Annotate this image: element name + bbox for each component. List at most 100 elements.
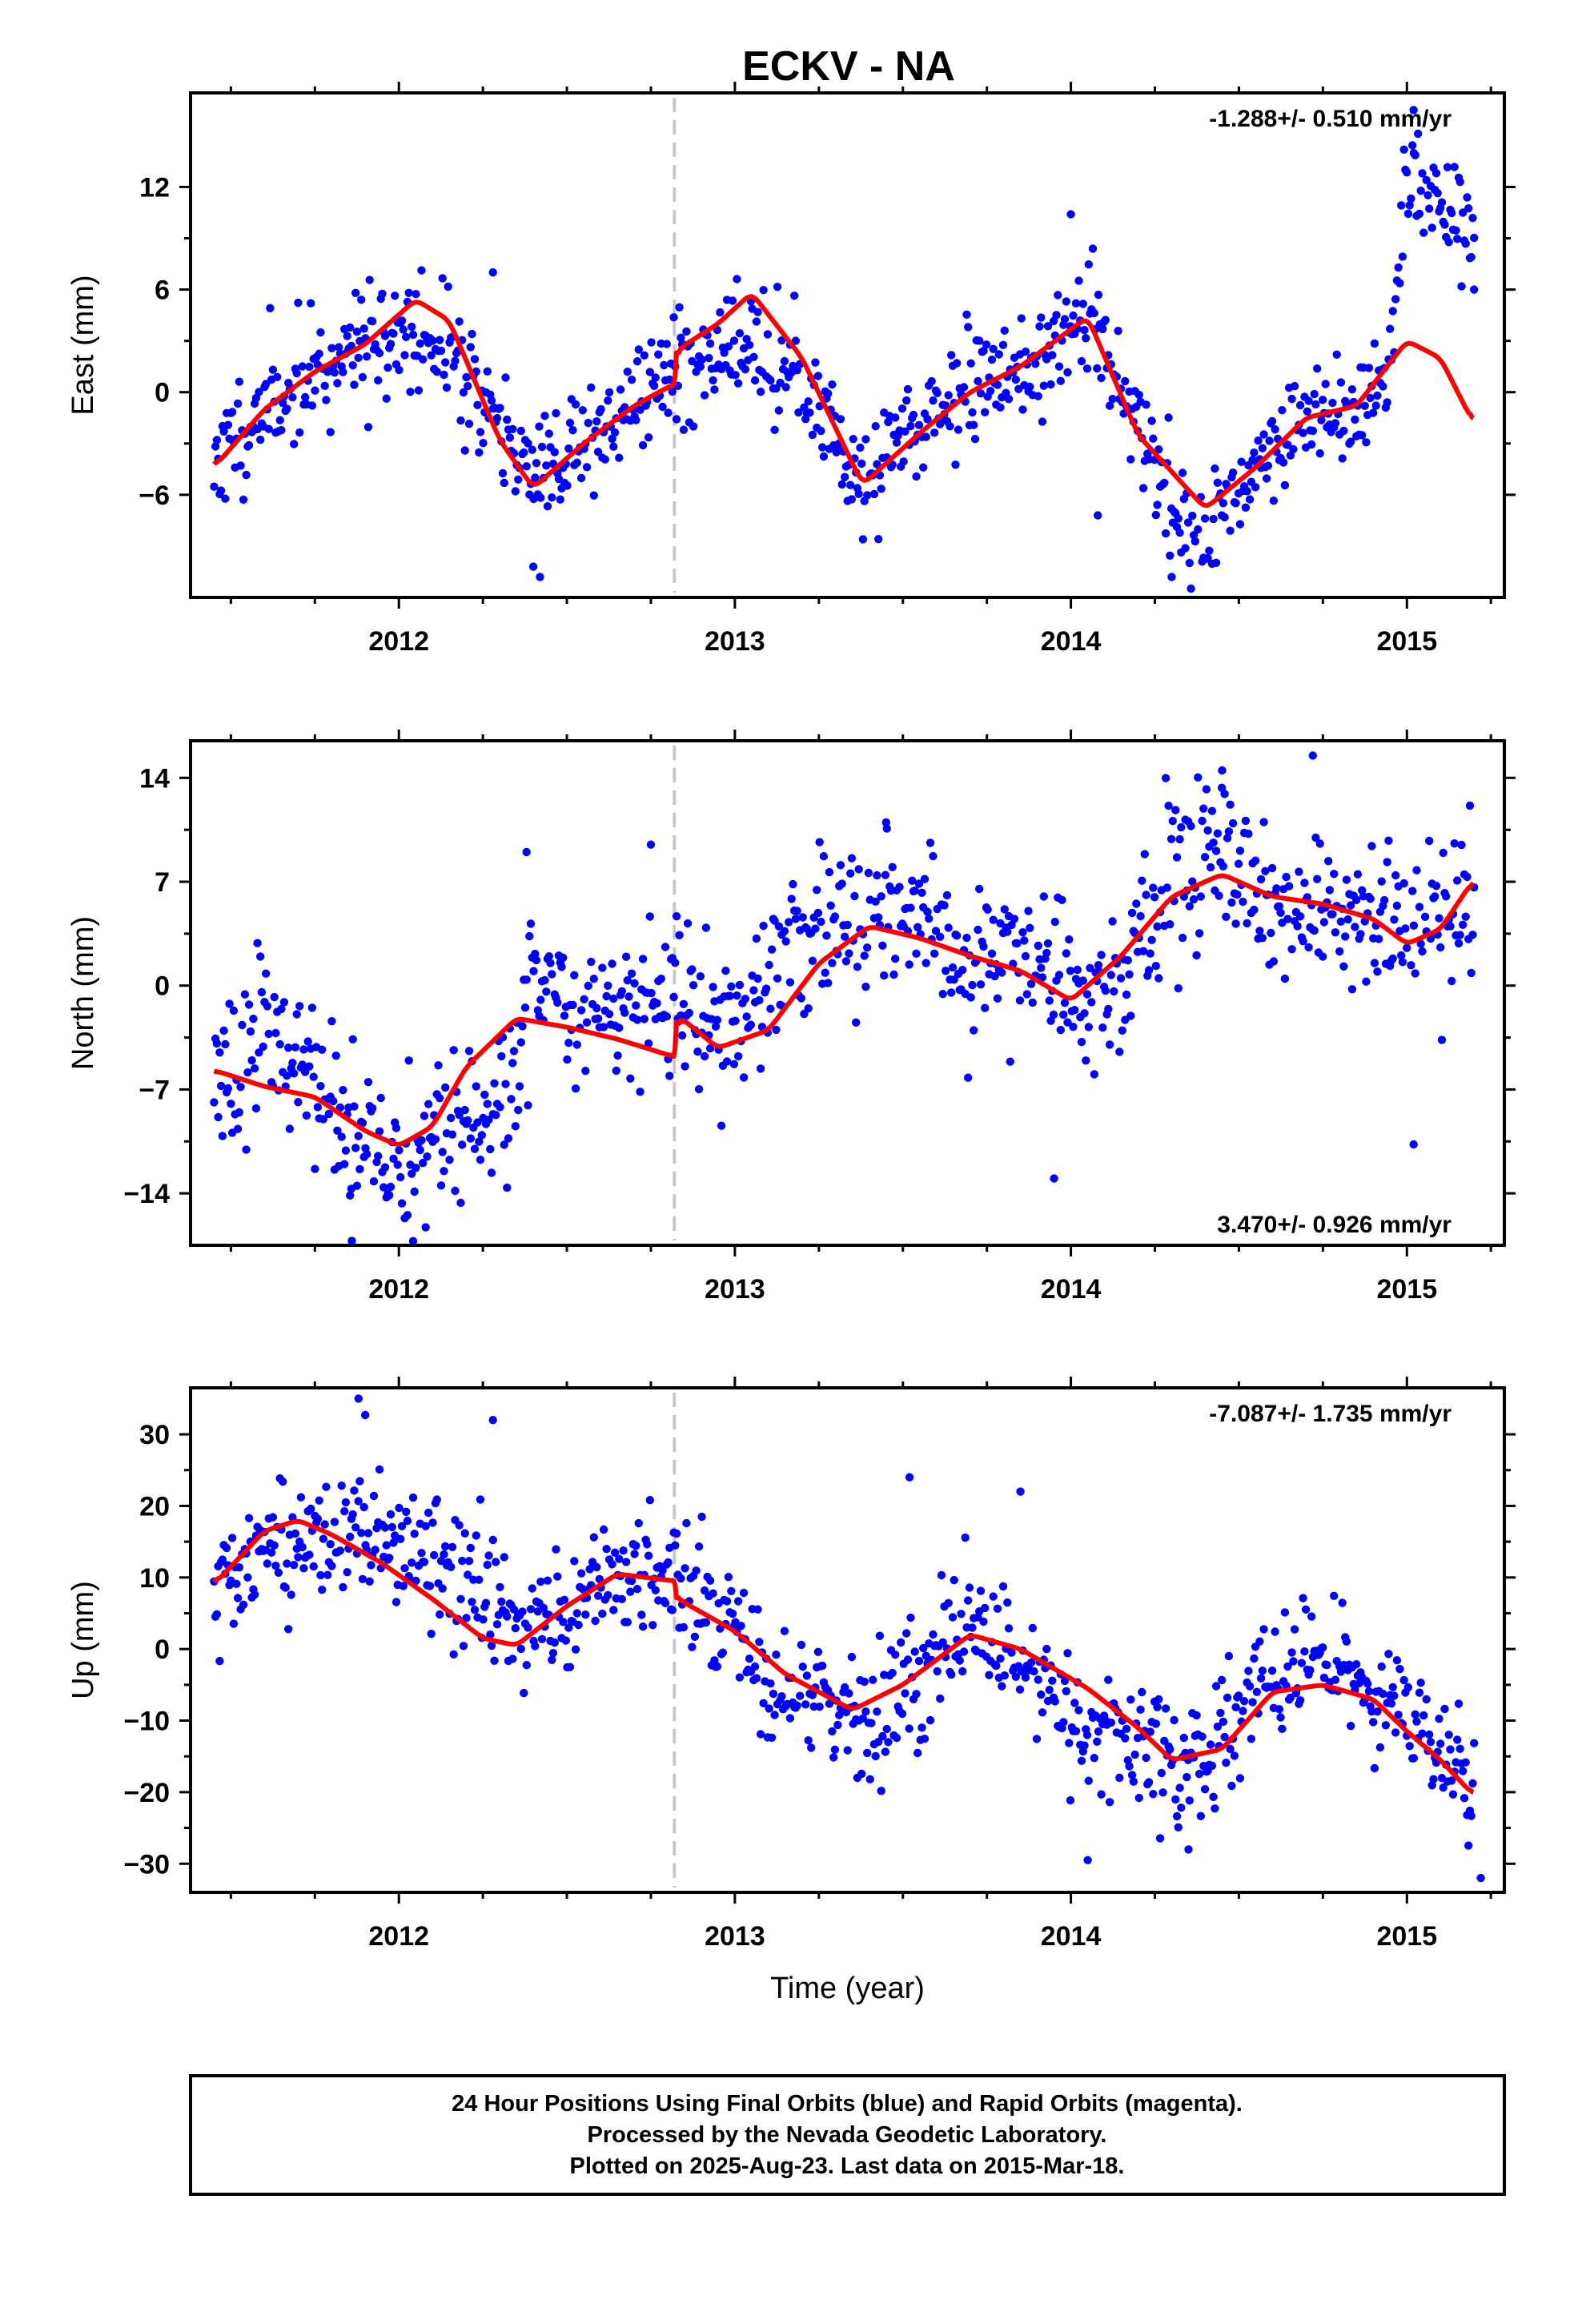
- up-data-point: [326, 1540, 335, 1549]
- north-data-point: [1199, 804, 1208, 813]
- east-data-point: [1194, 525, 1203, 534]
- north-data-point: [1241, 816, 1251, 826]
- up-y-tick-label: 30: [139, 1420, 170, 1450]
- up-data-point: [901, 1689, 909, 1698]
- north-data-point: [921, 959, 930, 967]
- up-data-point: [561, 1636, 570, 1645]
- east-data-point: [1415, 209, 1424, 219]
- east-data-point: [1060, 315, 1070, 324]
- north-data-point: [1275, 902, 1284, 911]
- east-data-point: [863, 491, 872, 500]
- east-data-point: [962, 310, 971, 319]
- up-data-point: [780, 1626, 789, 1635]
- north-data-point: [540, 975, 549, 985]
- up-data-point: [537, 1634, 547, 1643]
- north-data-point: [1468, 931, 1477, 939]
- up-data-point: [692, 1566, 701, 1575]
- north-data-point: [500, 1140, 508, 1149]
- east-data-point: [1243, 487, 1251, 496]
- east-data-point: [487, 396, 496, 405]
- east-data-point: [731, 371, 740, 380]
- east-data-point: [660, 360, 669, 370]
- up-data-point: [267, 1548, 276, 1557]
- north-data-point: [270, 992, 279, 1002]
- north-data-point: [752, 934, 761, 943]
- up-data-point: [385, 1554, 394, 1562]
- north-data-point: [767, 945, 777, 954]
- north-data-point: [1174, 983, 1183, 993]
- north-data-point: [380, 1163, 390, 1172]
- north-data-point: [811, 924, 820, 933]
- east-data-point: [233, 399, 243, 408]
- north-data-point: [1339, 962, 1348, 971]
- up-data-point: [279, 1478, 287, 1486]
- north-data-point: [798, 913, 807, 922]
- east-data-point: [290, 440, 299, 448]
- up-data-point: [1459, 1767, 1468, 1775]
- up-y-axis-label: Up (mm): [66, 1581, 100, 1699]
- north-data-point: [251, 1104, 261, 1113]
- east-data-point: [536, 573, 544, 581]
- north-data-point: [1056, 1025, 1066, 1035]
- up-data-point: [609, 1606, 618, 1614]
- up-data-point: [283, 1559, 291, 1568]
- up-data-point: [1403, 1683, 1413, 1692]
- footer-box: 24 Hour Positions Using Final Orbits (bl…: [189, 2074, 1506, 2196]
- east-data-point: [514, 475, 523, 484]
- north-data-point: [424, 1100, 433, 1108]
- up-data-point: [891, 1651, 900, 1659]
- up-data-point: [919, 1643, 928, 1653]
- east-data-point: [256, 435, 265, 444]
- east-data-point: [752, 317, 761, 326]
- up-data-point: [959, 1647, 969, 1656]
- up-data-point: [1363, 1679, 1372, 1688]
- north-data-point: [589, 975, 598, 983]
- up-data-point: [1223, 1693, 1232, 1703]
- east-data-point: [516, 426, 525, 436]
- north-data-point: [1409, 1140, 1418, 1149]
- up-data-point: [1453, 1735, 1462, 1744]
- east-data-point: [536, 493, 545, 502]
- north-data-point: [624, 992, 633, 1001]
- up-data-point: [1080, 1741, 1089, 1750]
- north-data-point: [914, 879, 924, 888]
- north-data-point: [1391, 870, 1400, 880]
- up-data-point: [1244, 1667, 1253, 1675]
- up-data-point: [829, 1753, 838, 1762]
- north-data-point: [1084, 1023, 1094, 1031]
- up-data-point: [1192, 1711, 1201, 1720]
- north-data-point: [1442, 892, 1451, 901]
- north-data-point: [1330, 870, 1339, 879]
- north-data-point: [391, 1124, 401, 1132]
- east-data-point: [749, 352, 758, 361]
- up-data-point: [882, 1724, 891, 1734]
- north-data-point: [1282, 872, 1291, 882]
- north-data-point: [1115, 1047, 1124, 1056]
- east-data-point: [1453, 235, 1462, 243]
- up-data-point: [1230, 1751, 1239, 1760]
- east-data-point: [968, 408, 977, 417]
- north-data-point: [522, 847, 531, 857]
- east-data-point: [537, 442, 547, 452]
- north-data-point: [953, 931, 962, 940]
- east-data-point: [1071, 299, 1081, 308]
- up-data-point: [351, 1523, 360, 1532]
- up-data-point: [1247, 1735, 1256, 1743]
- up-data-point: [386, 1510, 396, 1519]
- east-data-point: [733, 379, 743, 388]
- up-data-point: [1267, 1667, 1277, 1675]
- east-data-point: [1364, 364, 1374, 372]
- east-data-point: [239, 495, 248, 505]
- north-data-point: [942, 891, 952, 900]
- north-y-tick-label: 0: [155, 971, 170, 1002]
- east-data-point: [1004, 395, 1014, 404]
- north-data-point: [785, 978, 795, 987]
- up-data-point: [222, 1543, 231, 1553]
- east-data-point: [386, 340, 396, 348]
- up-data-point: [1278, 1724, 1287, 1733]
- north-data-point: [1151, 962, 1161, 971]
- north-data-point: [1352, 895, 1361, 905]
- up-data-point: [910, 1647, 919, 1656]
- north-data-point: [568, 1000, 577, 1010]
- east-data-point: [720, 348, 729, 357]
